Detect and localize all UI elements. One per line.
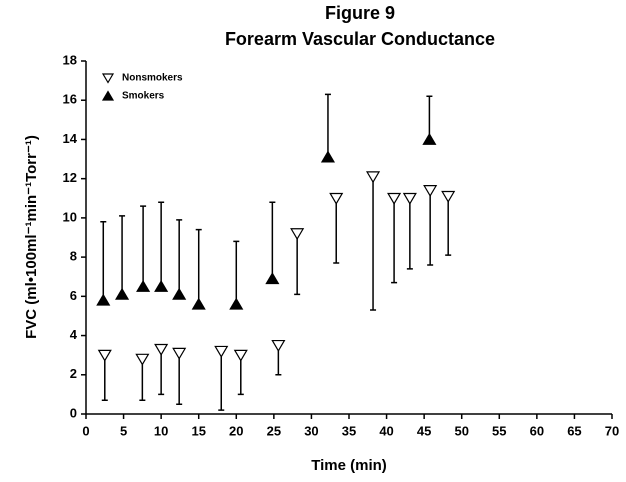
marker (422, 132, 437, 145)
x-tick-label: 50 (454, 423, 468, 438)
x-tick-label: 30 (304, 423, 318, 438)
marker (214, 345, 229, 358)
error-bar (333, 198, 340, 264)
x-tick-label: 65 (567, 423, 581, 438)
error-bar (158, 349, 165, 396)
marker (271, 339, 286, 352)
legend-label: Smokers (122, 91, 165, 102)
x-tick-label: 60 (530, 423, 544, 438)
error-bar (269, 201, 276, 279)
y-tick-label: 18 (63, 52, 77, 67)
chart-subtitle: Forearm Vascular Conductance (225, 29, 495, 49)
marker (154, 279, 169, 292)
marker (115, 287, 130, 300)
error-bar (100, 221, 107, 301)
x-tick-label: 70 (605, 423, 619, 438)
y-tick-label: 16 (63, 92, 77, 107)
marker (136, 279, 151, 292)
error-bar (294, 233, 301, 296)
error-bar (140, 205, 147, 287)
marker (172, 347, 187, 360)
error-bar (195, 228, 202, 305)
marker (229, 297, 244, 310)
y-tick-label: 10 (63, 209, 77, 224)
marker (265, 272, 280, 285)
x-axis-label: Time (min) (311, 457, 387, 474)
marker (191, 297, 206, 310)
legend-marker (101, 73, 115, 84)
marker (233, 349, 248, 362)
y-tick-label: 14 (63, 131, 78, 146)
error-bar (406, 198, 413, 270)
x-tick-label: 20 (229, 423, 243, 438)
x-tick-label: 35 (342, 423, 356, 438)
marker (135, 353, 150, 366)
error-bar (218, 351, 225, 411)
y-tick-label: 2 (70, 366, 77, 381)
marker (154, 343, 169, 356)
error-bar (176, 219, 183, 295)
error-bar (391, 198, 398, 284)
error-bar (233, 240, 240, 305)
error-bar (101, 355, 108, 402)
x-tick-label: 10 (154, 423, 168, 438)
x-tick-label: 45 (417, 423, 431, 438)
marker (96, 293, 111, 306)
y-tick-label: 4 (70, 327, 78, 342)
marker (290, 228, 305, 241)
error-bar (158, 201, 165, 287)
y-tick-label: 12 (63, 170, 77, 185)
marker (172, 287, 187, 300)
y-tick-label: 6 (70, 288, 77, 303)
legend-label: Nonsmokers (122, 73, 183, 84)
error-bar (139, 359, 146, 402)
y-axis-label: FVC (ml•100ml⁻¹min⁻¹Torr⁻¹) (23, 135, 40, 339)
y-tick-label: 8 (70, 249, 77, 264)
marker (320, 150, 336, 163)
x-tick-label: 25 (267, 423, 281, 438)
x-tick-label: 55 (492, 423, 506, 438)
x-tick-label: 0 (82, 423, 89, 438)
marker (423, 185, 438, 198)
marker (365, 171, 381, 184)
x-tick-label: 5 (120, 423, 127, 438)
y-tick-label: 0 (70, 405, 77, 420)
marker (441, 190, 456, 203)
marker (97, 349, 112, 362)
error-bar (370, 176, 377, 311)
error-bar (324, 93, 331, 158)
marker (402, 192, 417, 205)
legend-marker (101, 90, 115, 101)
error-bar (445, 196, 452, 256)
error-bar (426, 95, 433, 140)
chart-title: Figure 9 (325, 3, 395, 23)
error-bar (119, 215, 126, 295)
marker (387, 192, 402, 205)
x-tick-label: 40 (379, 423, 393, 438)
error-bar (427, 190, 434, 266)
x-tick-label: 15 (191, 423, 205, 438)
marker (329, 192, 344, 205)
error-bar (176, 353, 183, 405)
